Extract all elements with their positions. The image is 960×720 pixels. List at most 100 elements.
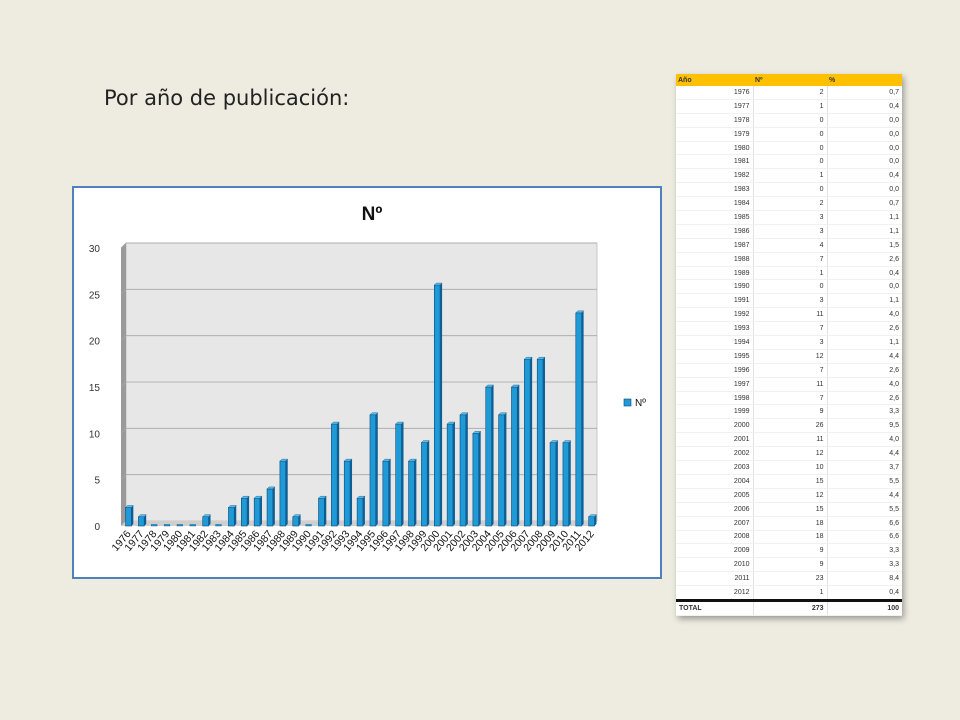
percent-cell: 3,3 [827,557,902,573]
count-cell: 0 [753,182,828,198]
table-row: 1988 7 2,6 [676,252,902,267]
bar-front [562,442,570,527]
total-count: 273 [753,598,828,616]
count-cell: 1 [753,99,828,114]
bar-front [292,516,299,527]
table-row: 1995 12 4,4 [676,349,902,364]
bar [202,514,212,527]
percent-cell: 0,0 [827,154,902,170]
table-row: 1987 4 1,5 [676,238,902,253]
bar-side [247,496,250,526]
total-label: TOTAL [676,598,754,616]
bar-front [421,442,428,527]
bar-side [131,505,134,526]
bar [446,421,456,527]
bar-side [568,440,571,526]
bar-front [498,414,505,527]
year-cell: 1992 [676,307,754,323]
count-cell: 12 [753,446,828,462]
percent-cell: 4,0 [827,432,902,448]
bar-side [543,357,546,526]
table-row: 1994 3 1,1 [676,335,902,350]
year-cell: 1982 [676,168,754,184]
percent-cell: 2,6 [827,363,902,378]
year-cell: 2001 [676,432,754,448]
bar [369,412,379,527]
count-cell: 18 [753,530,828,545]
count-cell: 1 [753,168,828,184]
bar-side [491,385,494,526]
table-row: 1996 7 2,6 [676,363,902,378]
bar-side [144,514,147,526]
count-cell: 12 [753,488,828,503]
percent-cell: 0,0 [827,113,902,128]
table-row: 1981 0 0,0 [676,154,902,170]
year-cell: 1990 [676,279,754,295]
year-count-table: Año Nº % 1976 2 0,7 1977 1 0,4 1978 0 0,0 1979 0 0,… [676,74,902,616]
count-cell: 7 [753,321,828,337]
count-cell: 9 [753,557,828,573]
table-row: 1991 3 1,1 [676,293,902,309]
percent-cell: 5,5 [827,474,902,489]
percent-cell: 0,0 [827,141,902,156]
percent-cell: 4,0 [827,307,902,323]
bar [125,505,134,527]
year-cell: 1989 [676,266,754,281]
year-cell: 1981 [676,154,754,170]
count-cell: 11 [753,377,828,392]
count-cell: 1 [753,585,828,601]
bar [343,458,353,527]
percent-cell: 6,6 [827,530,902,545]
bar-front [228,507,235,527]
count-cell: 7 [753,252,828,267]
header-percent: % [827,74,902,86]
percent-cell: 3,7 [827,460,902,475]
bar-front [511,386,518,527]
bar-side [427,440,430,526]
count-cell: 3 [753,335,828,350]
y-tick-label: 15 [89,383,101,394]
bar [485,384,495,527]
bar-front [485,386,492,527]
table-row: 1980 0 0,0 [676,141,902,156]
count-cell: 0 [753,141,828,156]
header-count: Nº [753,74,827,86]
percent-cell: 2,6 [827,321,902,337]
table-row: 1984 2 0,7 [676,196,902,212]
bar-top [330,421,340,425]
bar-front [549,442,557,527]
bar [408,458,417,527]
gridline-side [120,335,127,341]
count-cell: 3 [753,224,828,239]
gridline-side [120,474,127,480]
percent-cell: 0,4 [827,266,902,281]
year-cell: 1993 [676,321,754,337]
bar-front [369,414,377,527]
y-tick-label: 5 [94,476,100,487]
table-row: 1982 1 0,4 [676,168,902,184]
year-cell: 1986 [676,224,754,239]
bar-front [279,460,287,527]
bar-front [408,460,415,527]
bar-side [517,385,520,526]
bar-side [555,440,558,526]
bar [420,440,430,527]
percent-cell: 8,4 [827,571,902,587]
table-row: 2008 18 6,6 [676,530,902,545]
table-row: 1976 2 0,7 [676,86,902,100]
table-header-row: Año Nº % [676,74,902,86]
bar-top [395,421,404,425]
bar [523,356,533,527]
bar-front [138,516,145,527]
year-cell: 1978 [676,113,754,128]
count-cell: 23 [753,571,828,587]
percent-cell: 0,4 [827,168,902,184]
bar-top [459,412,469,416]
table-row: 2010 9 3,3 [676,557,902,573]
bar-side [388,459,391,526]
bar [472,431,482,527]
gridline-side [120,428,127,434]
count-cell: 2 [753,196,828,212]
total-percent: 100 [827,598,902,616]
year-cell: 2004 [676,474,754,489]
